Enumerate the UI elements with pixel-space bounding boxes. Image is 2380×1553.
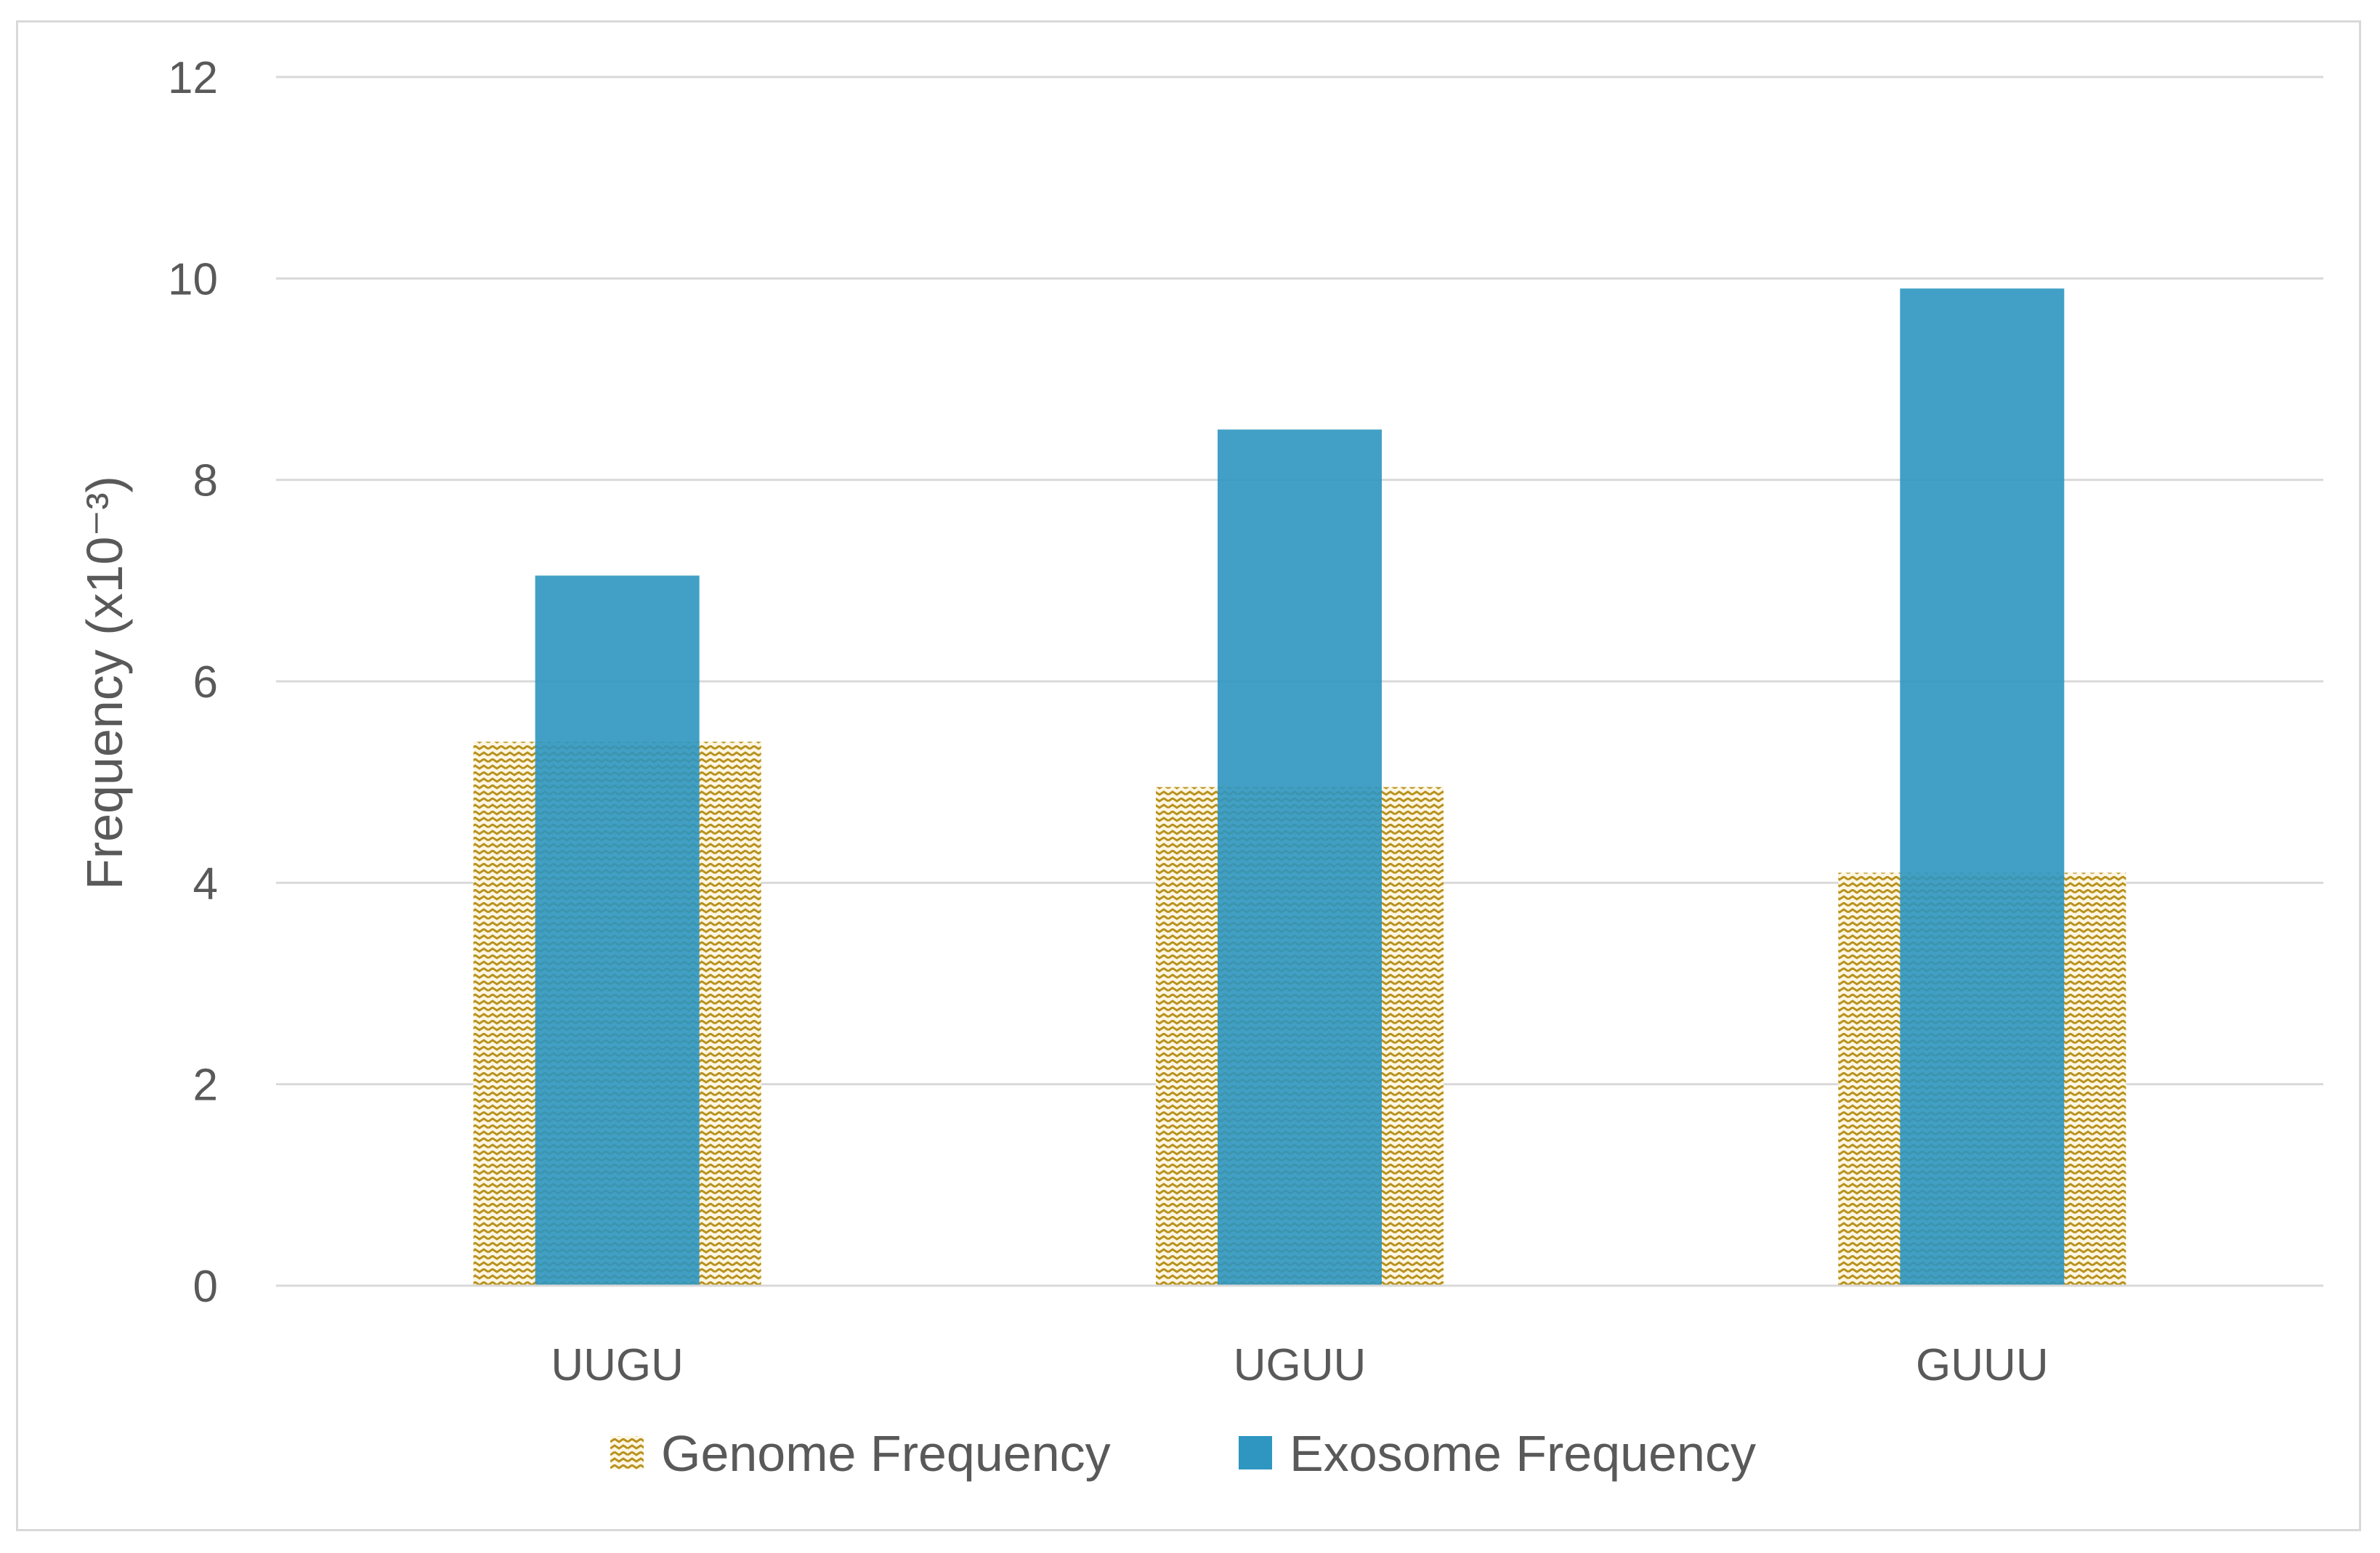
legend-label-exosome: Exosome Frequency: [1290, 1425, 1756, 1482]
x-tick-label: UGUU: [1234, 1340, 1367, 1390]
legend-swatch-exosome: [1239, 1436, 1272, 1469]
x-axis-ticks: UUGU UGUU GUUU: [551, 1340, 2048, 1390]
bar-exosome-uugu: [535, 575, 700, 1286]
y-tick-label: 6: [193, 657, 218, 707]
y-tick-label: 2: [193, 1061, 218, 1111]
y-axis-title: Frequency (x10⁻³): [76, 476, 133, 890]
y-axis-ticks: 0 2 4 6 8 10 12: [168, 53, 218, 1312]
bar-exosome-uguu: [1218, 429, 1382, 1286]
legend-label-genome: Genome Frequency: [661, 1425, 1111, 1482]
x-tick-label: UUGU: [551, 1340, 684, 1390]
bar-exosome-guuu: [1900, 288, 2065, 1286]
y-tick-label: 10: [168, 254, 218, 304]
y-tick-label: 8: [193, 456, 218, 506]
y-tick-label: 4: [193, 859, 218, 909]
legend-swatch-genome: [610, 1436, 644, 1469]
bars: [473, 288, 2126, 1286]
y-tick-label: 0: [193, 1262, 218, 1312]
x-tick-label: GUUU: [1916, 1340, 2049, 1390]
y-tick-label: 12: [168, 53, 218, 103]
legend: Genome Frequency Exosome Frequency: [610, 1425, 1756, 1482]
